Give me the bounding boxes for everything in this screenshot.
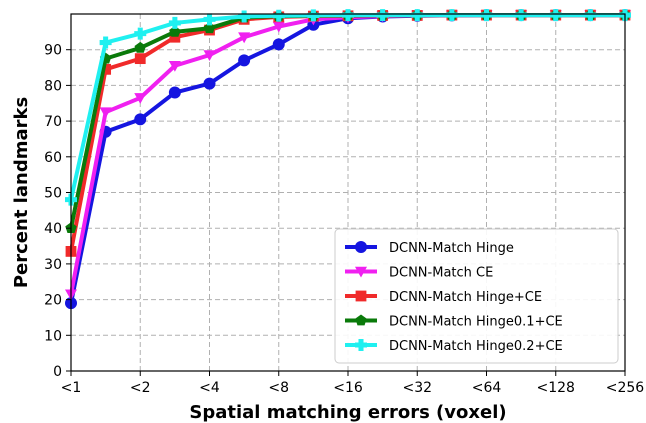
data-point xyxy=(134,93,147,104)
legend-label: DCNN-Match Hinge xyxy=(389,241,514,256)
legend-label: DCNN-Match CE xyxy=(389,266,493,281)
data-point xyxy=(238,32,251,44)
data-point xyxy=(307,9,320,22)
x-tick-label: <256 xyxy=(606,380,645,396)
data-point xyxy=(584,9,597,22)
y-tick-label: 60 xyxy=(44,150,62,166)
y-tick-label: 90 xyxy=(44,43,62,59)
legend: DCNN-Match Hinge DCNN-Match CE DCNN-Match … xyxy=(334,228,619,364)
data-point xyxy=(203,22,216,34)
legend-marker xyxy=(355,266,367,278)
legend-marker xyxy=(355,314,367,326)
data-point xyxy=(168,86,181,99)
data-point xyxy=(272,9,285,22)
legend-item: DCNN-Match Hinge0.1+CE xyxy=(345,314,563,330)
y-tick-label: 0 xyxy=(53,364,62,380)
data-point xyxy=(515,9,528,22)
x-tick-label: <4 xyxy=(199,380,220,396)
y-tick-label: 10 xyxy=(44,328,62,344)
x-tick-label: <2 xyxy=(130,380,151,396)
x-tick-label: <32 xyxy=(402,380,432,396)
data-point xyxy=(411,9,424,22)
data-point xyxy=(203,50,216,62)
data-point xyxy=(480,9,493,22)
y-tick-label: 30 xyxy=(44,257,62,273)
data-point xyxy=(272,38,285,51)
x-tick-label: <64 xyxy=(472,380,502,396)
legend-marker xyxy=(355,290,367,302)
data-point xyxy=(203,77,216,90)
legend-box xyxy=(334,228,619,364)
legend-label: DCNN-Match Hinge0.2+CE xyxy=(389,339,563,354)
legend-label: DCNN-Match Hinge+CE xyxy=(389,290,542,305)
legend-label: DCNN-Match Hinge0.1+CE xyxy=(389,315,563,330)
data-point xyxy=(169,25,181,37)
data-point xyxy=(238,54,251,67)
data-point xyxy=(238,10,251,23)
legend-marker xyxy=(355,339,367,351)
x-tick-label: <8 xyxy=(268,380,289,396)
data-point xyxy=(445,9,458,22)
y-tick-label: 70 xyxy=(44,114,62,130)
data-point xyxy=(134,113,147,126)
data-point xyxy=(168,16,181,29)
legend-item: DCNN-Match Hinge0.2+CE xyxy=(345,339,563,354)
data-point xyxy=(99,107,112,119)
data-point xyxy=(203,13,216,26)
data-point xyxy=(342,9,354,22)
data-point xyxy=(272,21,285,33)
x-tick-label: <16 xyxy=(333,380,363,396)
data-point xyxy=(376,9,389,22)
x-tick-label: <128 xyxy=(537,380,575,396)
axis-ticks: 0 10 20 30 40 50 60 70 80 90 <1 <2 <4 <8 <16 <32 <64 <128… xyxy=(44,43,644,396)
series-lines xyxy=(65,9,631,310)
y-tick-label: 20 xyxy=(44,293,62,309)
x-axis-title: Spatial matching errors (voxel) xyxy=(189,402,506,423)
y-tick-label: 40 xyxy=(44,221,62,237)
y-tick-label: 50 xyxy=(44,186,62,202)
data-point xyxy=(134,53,146,65)
data-point xyxy=(99,36,112,49)
y-axis-title: Percent landmarks xyxy=(11,97,32,288)
data-point xyxy=(549,9,562,22)
data-point xyxy=(100,63,112,75)
y-tick-label: 80 xyxy=(44,78,62,94)
legend-item: DCNN-Match Hinge+CE xyxy=(345,290,542,305)
data-point xyxy=(134,27,147,40)
data-point xyxy=(134,41,146,53)
data-point xyxy=(168,60,181,72)
legend-marker xyxy=(355,241,367,253)
legend-item: DCNN-Match Hinge xyxy=(345,241,514,256)
x-tick-label: <1 xyxy=(61,380,82,396)
legend-item: DCNN-Match CE xyxy=(345,266,493,281)
data-point xyxy=(169,31,181,43)
